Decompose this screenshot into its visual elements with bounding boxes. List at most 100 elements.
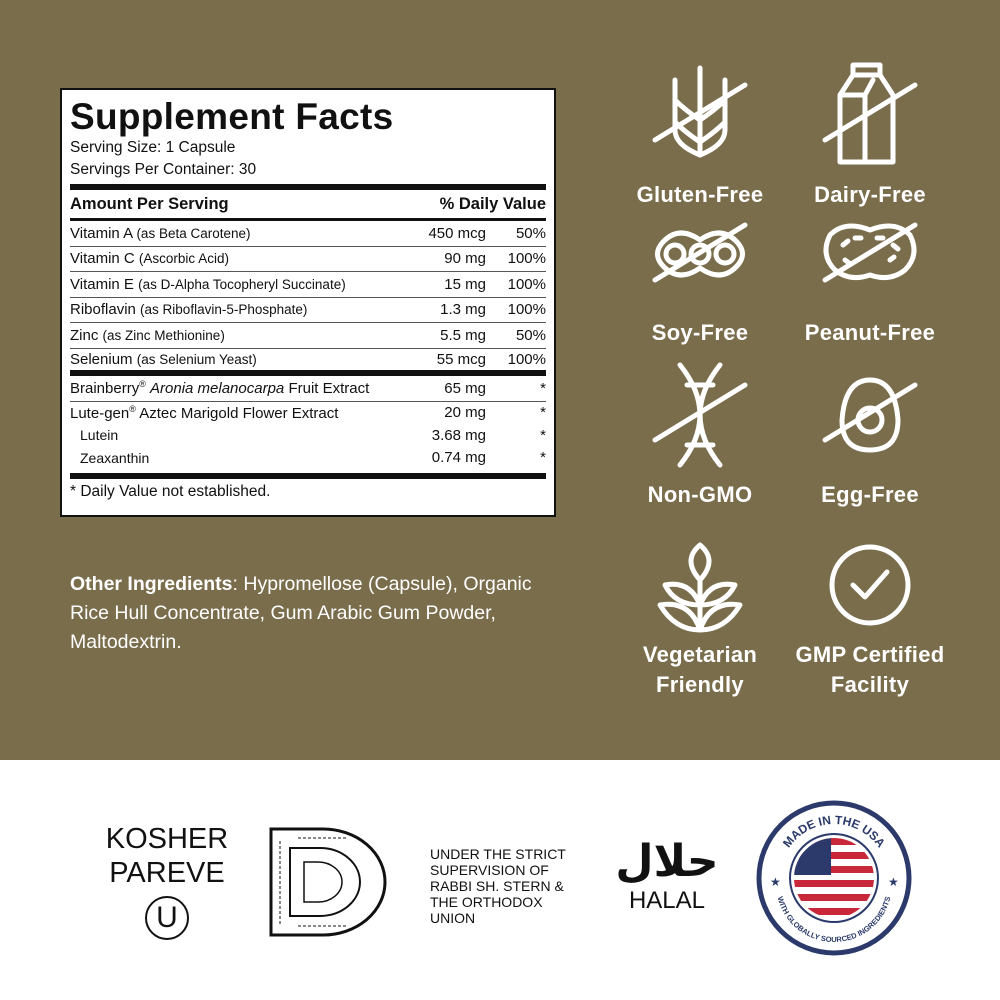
other-ingredients-text: : Hypromellose (Capsule), Organic Rice H…: [70, 573, 532, 653]
brand-name: Lute-gen: [70, 404, 130, 422]
nutrient-row: Zinc (as Zinc Methionine) 5.5 mg 50%: [70, 323, 546, 349]
pareve-label: PAREVE: [109, 857, 225, 889]
badge-vegetarian: Vegetarian Friendly: [610, 530, 790, 700]
nutrient-amount: 1.3 mg: [440, 301, 486, 319]
nutrient-dv: 100%: [507, 275, 546, 293]
badge-peanut-free: Peanut-Free: [780, 200, 960, 348]
supervision-line: RABBI SH. STERN &: [430, 878, 564, 894]
kosher-pareve-mark: KOSHER PAREVE U: [92, 822, 242, 940]
soybean-crossed-icon: [652, 222, 748, 283]
badge-label: Soy-Free: [651, 320, 749, 345]
ingredient-amount: 65 mg: [444, 379, 486, 397]
nutrient-detail: (as D-Alpha Tocopheryl Succinate): [138, 276, 346, 292]
other-ingredients: Other Ingredients: Hypromellose (Capsule…: [70, 570, 550, 657]
sub-ingredient-name: Zeaxanthin: [80, 449, 150, 466]
nutrient-detail: (Ascorbic Acid): [138, 251, 229, 267]
ingredient-desc: Aztec Marigold Flower Extract: [139, 404, 339, 422]
leaf-icon: [657, 542, 743, 633]
registered-mark: ®: [139, 379, 146, 390]
nutrient-dv: 100%: [507, 301, 546, 319]
nutrient-name: Zinc (as Zinc Methionine): [70, 327, 401, 344]
ingredient-row: Brainberry® Aronia melanocarpa Fruit Ext…: [70, 376, 546, 402]
badge-label: Gluten-Free: [636, 182, 764, 207]
supervision-line: UNION: [430, 910, 476, 926]
ingredient-desc: Fruit Extract: [288, 380, 370, 398]
kosher-label: KOSHER: [105, 823, 229, 855]
ingredient-name: Brainberry® Aronia melanocarpa Fruit Ext…: [70, 379, 401, 397]
sub-ingredient-amount: 3.68 mg: [431, 426, 486, 444]
footnote: * Daily Value not established.: [70, 483, 271, 500]
badge-label: Non-GMO: [647, 482, 753, 507]
sub-ingredient-amount: 0.74 mg: [431, 449, 486, 467]
supervision-line: SUPERVISION OF: [430, 862, 549, 878]
nutrient-row: Riboflavin (as Riboflavin-5-Phosphate) 1.…: [70, 298, 546, 323]
divider: [70, 184, 546, 190]
ingredient-dv: *: [540, 379, 546, 397]
badge-gluten-free: Gluten-Free: [610, 60, 790, 210]
ingredient-dv: *: [540, 404, 546, 422]
supervision-line: UNDER THE STRICT: [430, 846, 566, 862]
badge-egg-free: Egg-Free: [780, 360, 960, 510]
divider: [70, 218, 546, 221]
badge-non-gmo: Non-GMO: [610, 360, 790, 510]
sub-ingredient-row: Zeaxanthin 0.74 mg *: [70, 447, 546, 470]
nutrient-name: Vitamin E (as D-Alpha Tocopheryl Succina…: [70, 276, 401, 293]
nutrient-detail: (as Beta Carotene): [136, 225, 251, 241]
nutrient-row: Selenium (as Selenium Yeast) 55 mcg 100%: [70, 349, 546, 372]
facts-header: Amount Per Serving % Daily Value: [70, 190, 546, 218]
badge-label: Vegetarian: [642, 642, 758, 667]
divider: [70, 370, 546, 376]
nutrient-amount: 90 mg: [444, 250, 486, 268]
serving-size: Serving Size: 1 Capsule: [70, 139, 236, 156]
badge-label: Dairy-Free: [814, 182, 926, 207]
nutrient-amount: 15 mg: [444, 275, 486, 293]
header-amount: Amount Per Serving: [70, 194, 229, 213]
milk-carton-crossed-icon: [822, 62, 918, 165]
nutrient-amount: 450 mcg: [428, 224, 486, 242]
nutrient-detail: (as Zinc Methionine): [102, 327, 225, 343]
supervision-line: THE ORTHODOX: [430, 894, 543, 910]
halal-arabic: حلال: [615, 836, 719, 887]
nutrient-dv: 100%: [507, 250, 546, 268]
nutrient-row: Vitamin E (as D-Alpha Tocopheryl Succina…: [70, 272, 546, 298]
sub-ingredient-dv: *: [540, 449, 546, 467]
nutrient-name-main: Selenium: [70, 351, 133, 369]
nutrient-name-main: Vitamin A: [70, 224, 133, 242]
peanut-crossed-icon: [822, 222, 918, 283]
svg-text:★: ★: [888, 875, 899, 889]
ingredient-row: Lute-gen® Aztec Marigold Flower Extract 2…: [70, 402, 546, 425]
halal-mark: حلال HALAL: [612, 836, 722, 914]
badge-dairy-free: Dairy-Free: [780, 60, 960, 210]
kosher-d-seal-icon: [269, 827, 387, 937]
sub-ingredient-name: Lutein: [80, 427, 119, 444]
botanical-name: Aronia melanocarpa: [150, 380, 285, 398]
supervision-text: UNDER THE STRICT SUPERVISION OF RABBI SH…: [430, 846, 566, 926]
wheat-crossed-icon: [652, 65, 748, 158]
sub-ingredient-dv: *: [540, 426, 546, 444]
nutrient-name-main: Vitamin E: [70, 275, 134, 293]
registered-mark: ®: [129, 403, 136, 414]
nutrient-dv: 100%: [507, 351, 546, 369]
badge-label-line2: Facility: [830, 672, 910, 697]
badge-gmp-certified: GMP Certified Facility: [780, 530, 960, 700]
ingredient-amount: 20 mg: [444, 404, 486, 422]
badge-label: GMP Certified: [795, 642, 945, 667]
nutrient-name: Riboflavin (as Riboflavin-5-Phosphate): [70, 301, 401, 318]
sub-ingredient-row: Lutein 3.68 mg *: [70, 424, 546, 447]
nutrient-dv: 50%: [515, 326, 546, 344]
nutrient-dv: 50%: [515, 224, 546, 242]
nutrient-detail: (as Riboflavin-5-Phosphate): [140, 302, 308, 318]
svg-text:★: ★: [770, 875, 781, 889]
nutrient-amount: 5.5 mg: [440, 326, 486, 344]
header-dv: % Daily Value: [439, 194, 546, 213]
nutrient-name-main: Zinc: [70, 326, 99, 344]
divider: [70, 473, 546, 479]
badge-label-line2: Friendly: [656, 672, 744, 697]
brand-name: Brainberry: [70, 380, 140, 398]
made-in-usa-seal-icon: MADE IN THE USA WITH GLOBALLY SOURCED IN…: [756, 800, 912, 956]
nutrient-name-main: Vitamin C: [70, 250, 135, 268]
other-ingredients-label: Other Ingredients: [70, 573, 233, 595]
badge-label: Egg-Free: [821, 482, 919, 507]
nutrient-row: Vitamin C (Ascorbic Acid) 90 mg 100%: [70, 247, 546, 272]
nutrient-name: Selenium (as Selenium Yeast): [70, 351, 401, 368]
